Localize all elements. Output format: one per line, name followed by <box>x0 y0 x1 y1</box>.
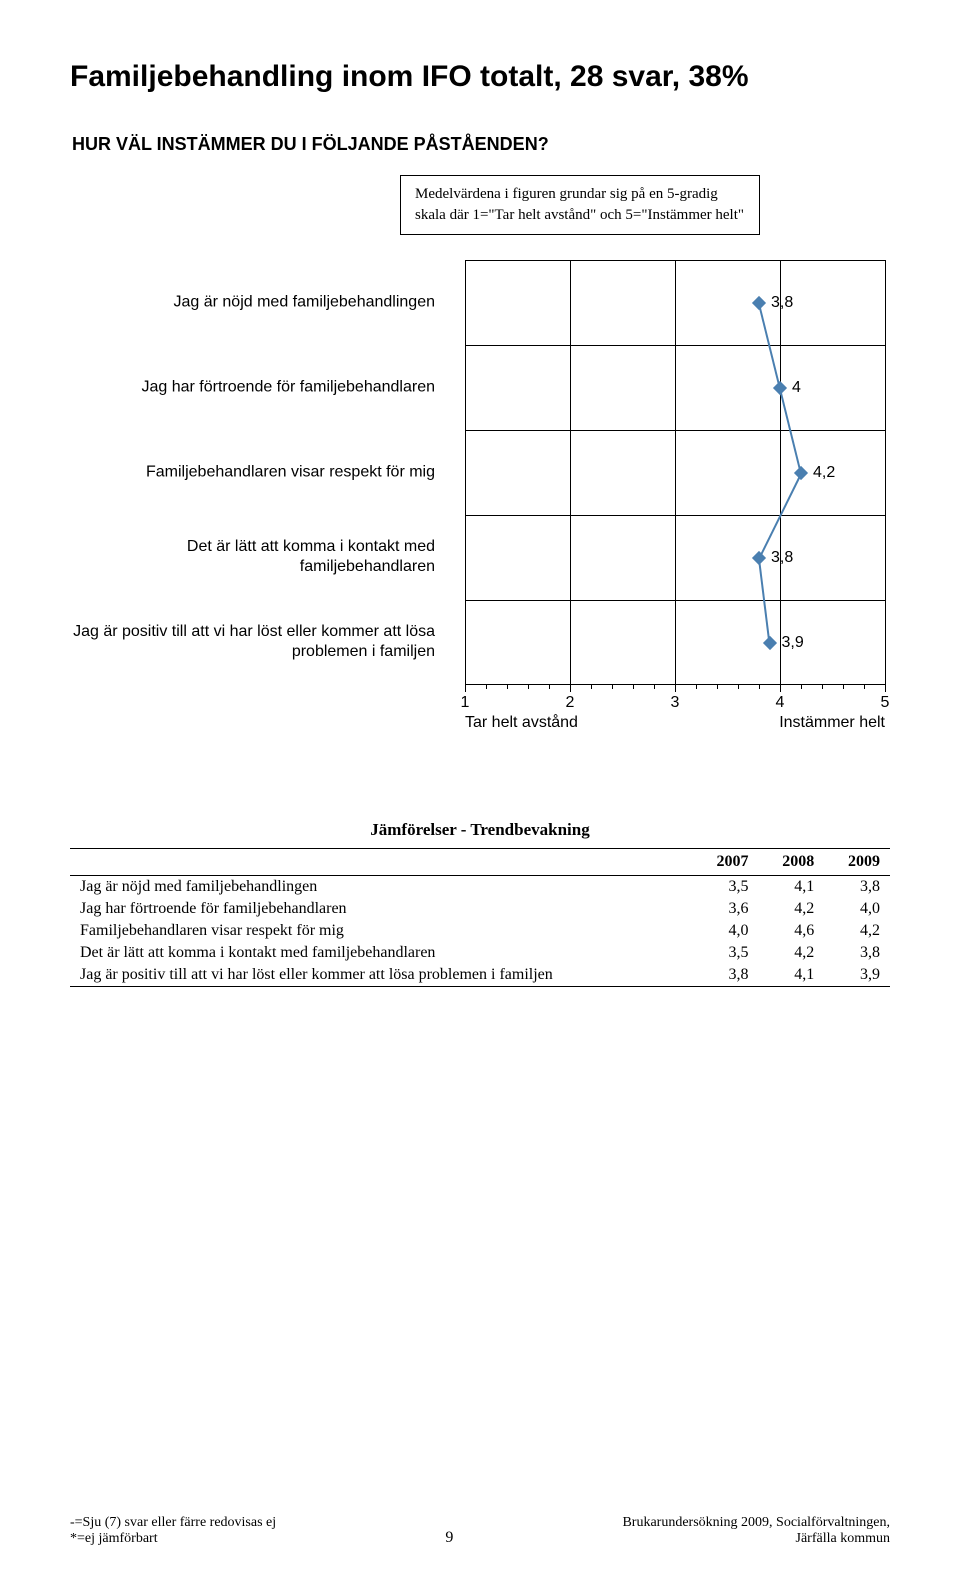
chart-value-label: 3,8 <box>771 294 793 312</box>
chart-row-label: Det är lätt att komma i kontakt med fami… <box>70 537 450 579</box>
page-number: 9 <box>445 1529 453 1547</box>
table-cell: 3,5 <box>693 876 759 899</box>
table-cell: Jag är nöjd med familjebehandlingen <box>70 876 693 899</box>
page-footer: -=Sju (7) svar eller färre redovisas ej … <box>70 1515 890 1547</box>
table-row: Det är lätt att komma i kontakt med fami… <box>70 942 890 964</box>
tick-label: 3 <box>671 694 680 712</box>
axis-right-label: Instämmer helt <box>779 714 885 732</box>
chart-point <box>752 550 766 564</box>
page-title: Familjebehandling inom IFO totalt, 28 sv… <box>70 60 890 94</box>
table-title: Jämförelser - Trendbevakning <box>70 820 890 840</box>
table-header: 2008 <box>759 849 825 876</box>
tick-label: 4 <box>776 694 785 712</box>
table-row: Jag är positiv till att vi har löst elle… <box>70 964 890 987</box>
table-cell: Det är lätt att komma i kontakt med fami… <box>70 942 693 964</box>
trend-table: 200720082009 Jag är nöjd med familjebeha… <box>70 848 890 987</box>
table-cell: 4,2 <box>759 942 825 964</box>
table-cell: 4,0 <box>824 898 890 920</box>
axis-left-label: Tar helt avstånd <box>465 714 578 732</box>
table-cell: Jag är positiv till att vi har löst elle… <box>70 964 693 987</box>
chart-row-label: Familjebehandlaren visar respekt för mig <box>70 462 450 483</box>
subtitle: HUR VÄL INSTÄMMER DU I FÖLJANDE PÅSTÅEND… <box>72 134 890 155</box>
chart-value-label: 3,8 <box>771 549 793 567</box>
table-row: Jag är nöjd med familjebehandlingen3,54,… <box>70 876 890 899</box>
table-cell: 4,6 <box>759 920 825 942</box>
table-cell: 4,1 <box>759 876 825 899</box>
table-cell: Familjebehandlaren visar respekt för mig <box>70 920 693 942</box>
chart-point <box>752 295 766 309</box>
table-cell: 3,6 <box>693 898 759 920</box>
table-header: 2007 <box>693 849 759 876</box>
table-cell: 4,2 <box>759 898 825 920</box>
table-cell: 4,2 <box>824 920 890 942</box>
chart-value-label: 4,2 <box>813 464 835 482</box>
tick-label: 5 <box>881 694 890 712</box>
table-cell: 3,8 <box>824 876 890 899</box>
table-row: Jag har förtroende för familjebehandlare… <box>70 898 890 920</box>
footer-right-1: Brukarundersökning 2009, Socialförvaltni… <box>622 1515 890 1531</box>
table-cell: 4,1 <box>759 964 825 987</box>
table-header: 2009 <box>824 849 890 876</box>
chart-row-label: Jag är positiv till att vi har löst elle… <box>70 622 450 664</box>
footer-right-2: Järfälla kommun <box>622 1531 890 1547</box>
table-header <box>70 849 693 876</box>
chart-row-label: Jag är nöjd med familjebehandlingen <box>70 292 450 313</box>
chart: Jag är nöjd med familjebehandlingen Jag h… <box>70 260 890 730</box>
table-cell: 3,5 <box>693 942 759 964</box>
chart-point <box>762 635 776 649</box>
table-row: Familjebehandlaren visar respekt för mig… <box>70 920 890 942</box>
tick-label: 2 <box>566 694 575 712</box>
trend-table-section: Jämförelser - Trendbevakning 20072008200… <box>70 820 890 987</box>
tick-label: 1 <box>461 694 470 712</box>
table-cell: 3,8 <box>693 964 759 987</box>
table-cell: Jag har förtroende för familjebehandlare… <box>70 898 693 920</box>
chart-point <box>794 465 808 479</box>
chart-row-label: Jag har förtroende för familjebehandlare… <box>70 377 450 398</box>
footer-left-1: -=Sju (7) svar eller färre redovisas ej <box>70 1515 276 1531</box>
chart-point <box>773 380 787 394</box>
table-cell: 3,8 <box>824 942 890 964</box>
table-cell: 4,0 <box>693 920 759 942</box>
footer-left-2: *=ej jämförbart <box>70 1531 276 1547</box>
table-cell: 3,9 <box>824 964 890 987</box>
chart-value-label: 4 <box>792 379 801 397</box>
legend-box: Medelvärdena i figuren grundar sig på en… <box>400 175 760 235</box>
chart-value-label: 3,9 <box>782 634 804 652</box>
